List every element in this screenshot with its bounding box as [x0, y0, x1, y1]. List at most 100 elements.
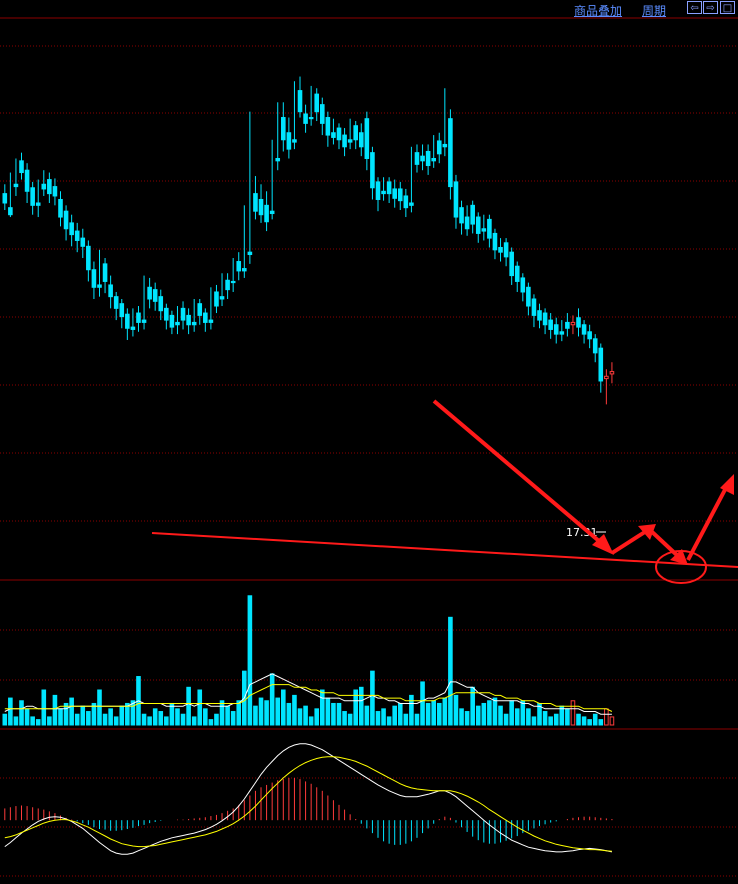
volume-bar	[475, 705, 481, 726]
volume-bar	[503, 713, 509, 726]
annotations	[151, 399, 738, 584]
candle-down-body	[13, 183, 19, 188]
candle	[414, 144, 420, 173]
candle	[41, 170, 47, 196]
candle-down-body	[347, 139, 353, 143]
candle	[147, 277, 152, 309]
candle-down-body	[286, 132, 292, 150]
candle-down-body	[219, 296, 225, 300]
candle	[570, 315, 576, 335]
candle-down-body	[180, 307, 186, 321]
candle	[52, 178, 58, 206]
volume-bar	[498, 705, 503, 726]
scroll-right-icon[interactable]: ⇨	[703, 1, 718, 14]
candle	[503, 238, 509, 267]
volume-bar	[74, 713, 80, 726]
volume-bar	[325, 697, 331, 726]
candle-down-body	[86, 245, 91, 271]
candle-down-body	[91, 269, 97, 288]
candle-down-body	[63, 210, 69, 230]
candle-down-body	[308, 117, 314, 120]
candle	[264, 191, 269, 232]
volume-bar	[86, 711, 91, 726]
candle	[225, 273, 230, 299]
candle-down-body	[225, 279, 230, 291]
projection-arrow-up-1	[610, 528, 650, 555]
candle	[152, 282, 158, 311]
volume-bar	[69, 697, 74, 726]
candle	[436, 132, 442, 164]
volume-bar	[403, 713, 409, 726]
overlay-link[interactable]: 商品叠加	[574, 4, 623, 18]
candle-down-body	[392, 188, 397, 199]
candle-down-body	[514, 265, 520, 282]
candle-down-body	[475, 216, 481, 234]
volume-bar	[47, 716, 52, 726]
candle	[286, 117, 292, 159]
candle	[113, 291, 119, 321]
candle	[136, 306, 141, 332]
candle	[470, 200, 475, 234]
candle	[342, 128, 347, 157]
candle	[358, 123, 364, 157]
candle	[403, 188, 409, 218]
candle	[492, 228, 498, 260]
candle-down-body	[191, 321, 197, 326]
volume-bar	[180, 713, 186, 726]
support-trendline	[151, 532, 738, 568]
candle-down-body	[576, 317, 581, 328]
candle-down-body	[331, 132, 336, 138]
candle-down-body	[548, 319, 553, 330]
candle	[197, 299, 203, 325]
candle	[442, 88, 448, 157]
grid-lines	[0, 17, 738, 877]
maximize-icon[interactable]: □	[720, 1, 735, 14]
candle	[587, 324, 592, 349]
candle-down-body	[342, 134, 347, 148]
period-link[interactable]: 周期	[642, 4, 667, 18]
volume-bar	[63, 702, 69, 726]
volume-bar	[548, 716, 553, 726]
candle-down-body	[297, 90, 303, 113]
volume-bar	[186, 686, 191, 726]
candle-down-body	[453, 181, 459, 218]
volume-bar	[203, 708, 208, 726]
candle	[119, 299, 125, 329]
candle-down-body	[303, 113, 308, 124]
candle	[236, 252, 242, 281]
volume-bar	[598, 719, 604, 726]
candle-down-body	[264, 204, 269, 223]
candle	[208, 287, 214, 330]
candle-down-body	[186, 314, 191, 326]
volume-bar	[275, 697, 281, 726]
candle	[125, 308, 130, 340]
candle-down-body	[236, 261, 242, 272]
candle-down-body	[102, 263, 108, 282]
candle-down-body	[197, 303, 203, 316]
candle-down-body	[175, 321, 180, 326]
candle-down-body	[381, 190, 386, 195]
volume-bar	[542, 711, 548, 726]
macd-dea-line	[4, 756, 612, 852]
projection-arrow-up-2	[686, 483, 730, 561]
volume-bar	[152, 708, 158, 726]
candle	[331, 118, 336, 145]
volume-bar	[8, 697, 13, 726]
candle-down-body	[537, 310, 542, 321]
scroll-left-icon[interactable]: ⇦	[687, 1, 702, 14]
candle	[186, 308, 191, 335]
candle	[203, 308, 208, 332]
volume-bar	[431, 700, 436, 726]
candle-down-body	[158, 296, 164, 312]
volume-pane	[2, 595, 615, 726]
candle	[2, 184, 8, 211]
volume-bar	[436, 702, 442, 726]
volume-bar	[297, 708, 303, 726]
candle-down-body	[531, 298, 537, 316]
candle	[392, 179, 397, 208]
candle-down-body	[565, 321, 570, 329]
candle	[24, 163, 30, 203]
volume-bar	[97, 689, 102, 726]
candle-down-body	[559, 331, 565, 335]
volume-ma-yellow-line	[4, 684, 613, 712]
